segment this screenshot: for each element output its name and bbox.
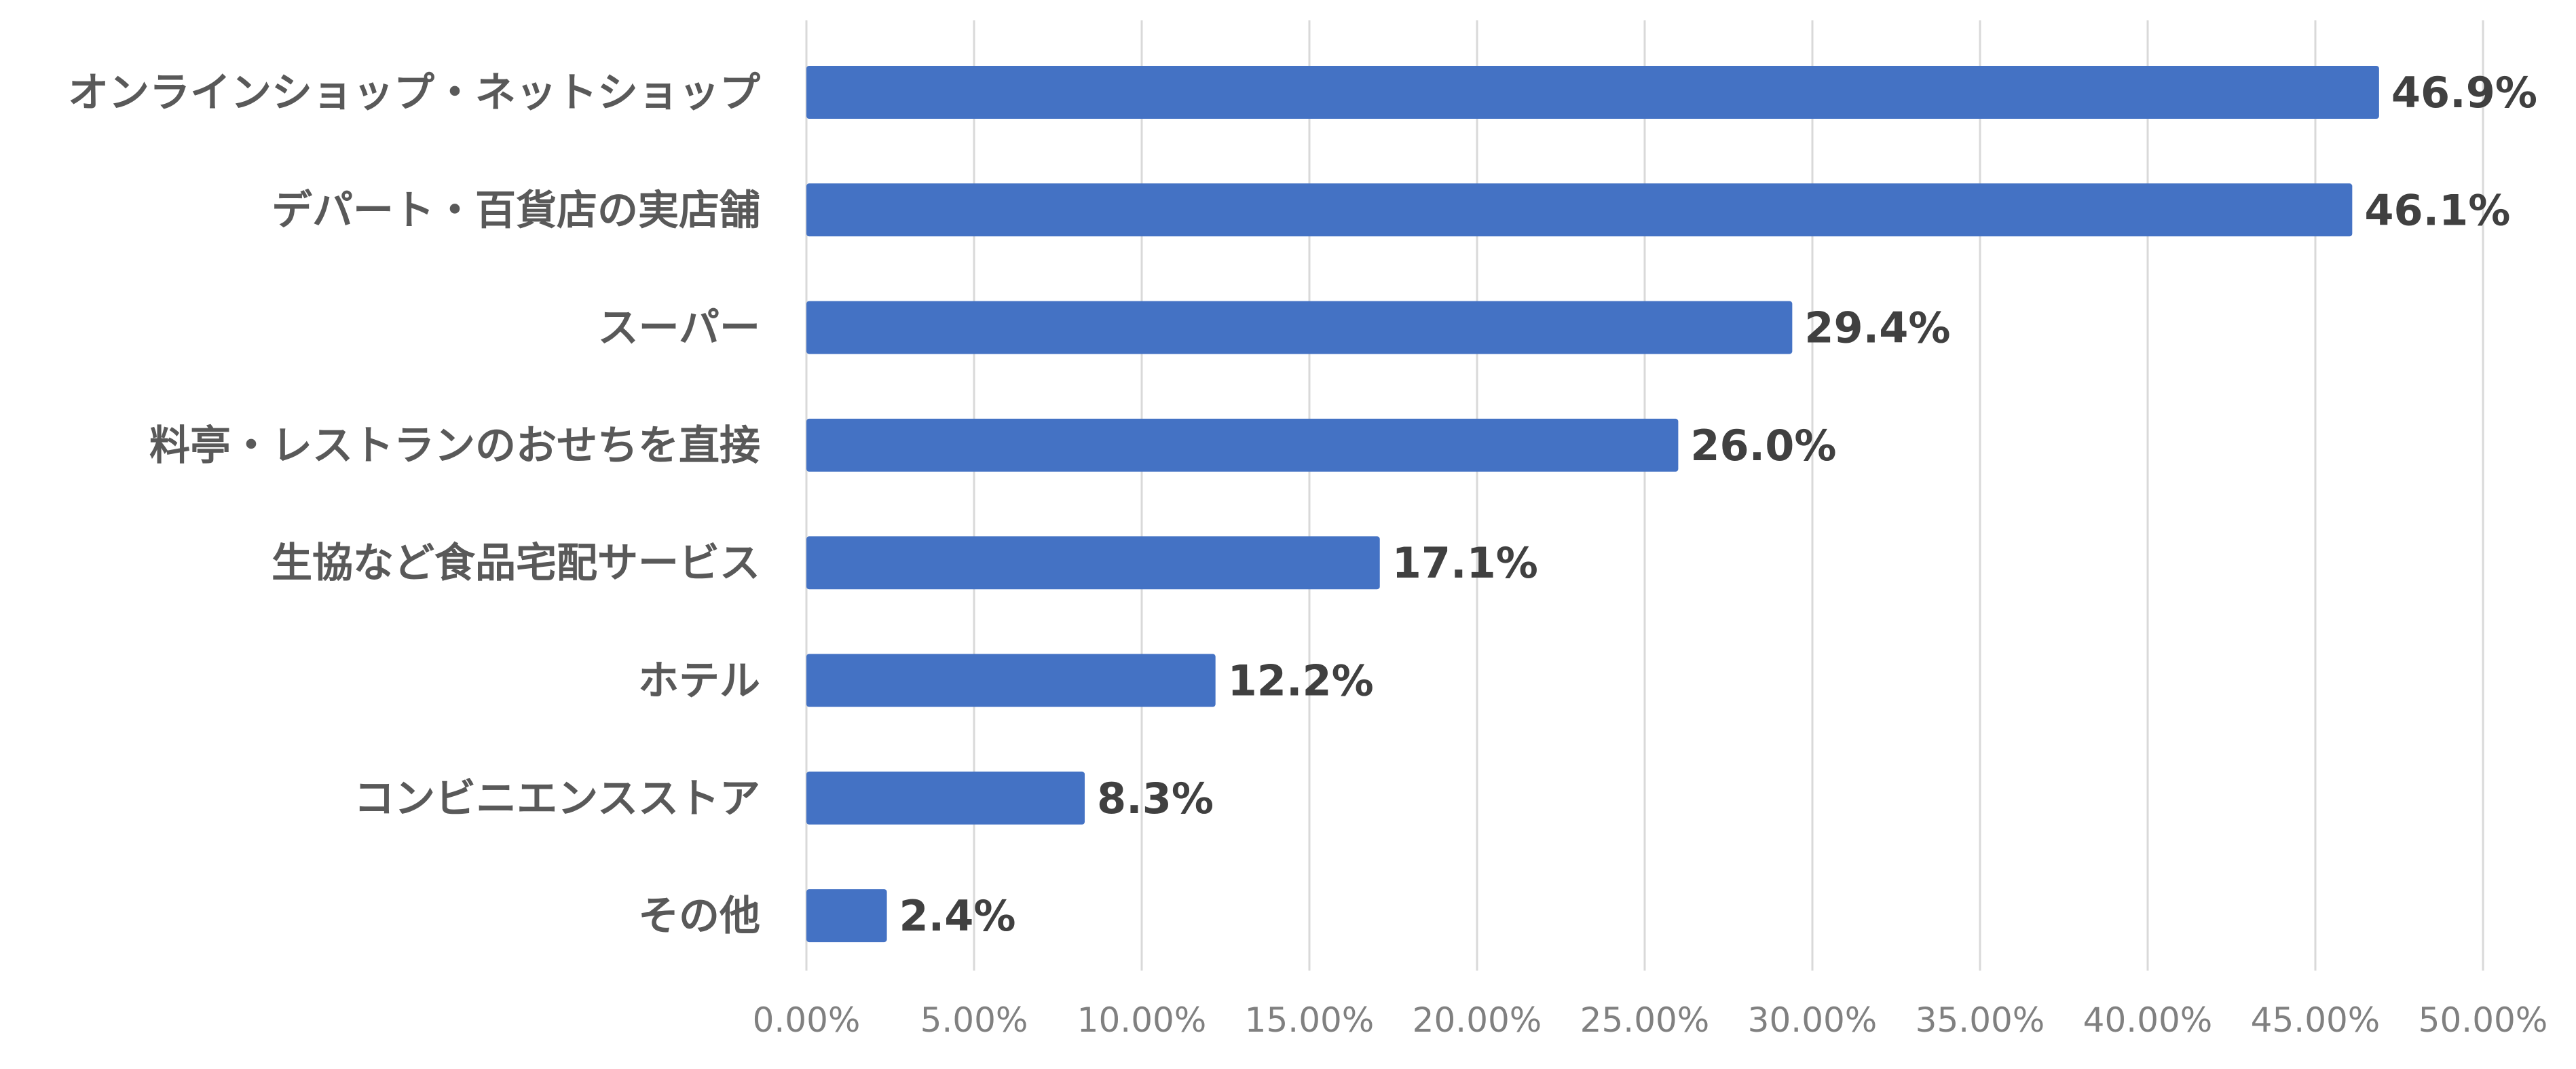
x-axis-tick-labels: 0.00% 5.00% 10.00% 15.00% 20.00% 25.00% 30.00%… xyxy=(753,1000,2548,1040)
data-label: 8.3% xyxy=(1097,774,1214,823)
bar xyxy=(806,536,1380,590)
x-tick-label: 35.00% xyxy=(1916,1000,2045,1040)
category-label: その他 xyxy=(638,893,760,940)
category-label: コンビニエンスストア xyxy=(354,775,760,823)
category-label: ホテル xyxy=(638,658,760,705)
bar xyxy=(806,418,1679,472)
data-label: 12.2% xyxy=(1228,656,1374,706)
data-label: 17.1% xyxy=(1392,538,1538,588)
gridlines xyxy=(805,20,2484,971)
bar xyxy=(806,66,2379,119)
x-tick-label: 40.00% xyxy=(2083,1000,2213,1040)
bar xyxy=(806,654,1216,707)
x-tick-label: 20.00% xyxy=(1413,1000,1542,1040)
category-labels: オンラインショップ・ネットショップデパート・百貨店の実店舗スーパー料亭・レストラ… xyxy=(68,69,760,940)
bar xyxy=(806,889,887,943)
category-label: オンラインショップ・ネットショップ xyxy=(68,69,760,117)
x-tick-label: 45.00% xyxy=(2251,1000,2381,1040)
data-label: 46.9% xyxy=(2391,68,2537,117)
category-label: スーパー xyxy=(598,305,760,352)
x-tick-label: 0.00% xyxy=(753,1000,861,1040)
category-label: 生協など食品宅配サービス xyxy=(272,540,760,587)
value-labels: 46.9% 46.1% 29.4% 26.0% 17.1% 12.2% 8.3% 2.4% xyxy=(899,68,2537,941)
x-tick-label: 15.00% xyxy=(1245,1000,1375,1040)
category-label: 料亭・レストランのおせちを直接 xyxy=(149,422,760,470)
category-label: デパート・百貨店の実店舗 xyxy=(272,187,760,234)
bar xyxy=(806,183,2353,237)
x-tick-label: 50.00% xyxy=(2419,1000,2548,1040)
bar xyxy=(806,301,1793,354)
x-tick-label: 5.00% xyxy=(920,1000,1028,1040)
data-label: 46.1% xyxy=(2364,185,2510,235)
data-label: 2.4% xyxy=(899,891,1016,941)
bars xyxy=(806,66,2379,943)
x-tick-label: 10.00% xyxy=(1077,1000,1207,1040)
bar xyxy=(806,771,1085,825)
data-label: 26.0% xyxy=(1690,421,1836,470)
data-label: 29.4% xyxy=(1804,303,1950,353)
x-tick-label: 25.00% xyxy=(1580,1000,1710,1040)
x-tick-label: 30.00% xyxy=(1748,1000,1878,1040)
